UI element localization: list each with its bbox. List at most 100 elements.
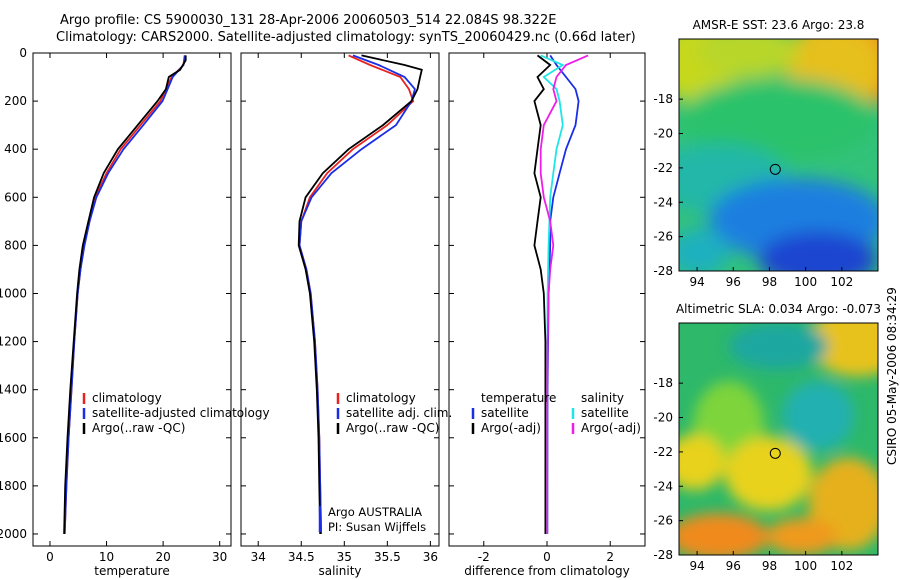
float-location-marker xyxy=(769,163,781,175)
x-tick-label: -2 xyxy=(478,550,490,564)
y-tick-label: -26 xyxy=(653,514,673,528)
x-axis-label: temperature xyxy=(94,564,169,578)
x-tick-label: 20 xyxy=(155,550,170,564)
map-blob xyxy=(679,434,725,491)
y-tick-label: -18 xyxy=(653,376,673,390)
legend-entry: satellite adj. clim. xyxy=(346,406,452,420)
plot-frame xyxy=(32,52,232,547)
map-blob xyxy=(728,323,829,370)
legend-entry: climatology xyxy=(92,391,162,405)
map-blob xyxy=(758,231,878,271)
legend-entry: climatology xyxy=(346,391,416,405)
map-blob xyxy=(698,39,799,79)
x-tick-label: 2 xyxy=(606,550,614,564)
x-tick-label: 100 xyxy=(794,559,817,573)
legend-entry: satellite xyxy=(481,406,529,420)
map-field xyxy=(679,39,878,271)
series-line xyxy=(533,54,552,534)
legend-entry: Argo(..raw -QC) xyxy=(346,421,439,435)
legend-entry: Argo(..raw -QC) xyxy=(92,421,185,435)
series-line xyxy=(297,54,423,535)
y-tick-label: 1600 xyxy=(0,431,27,445)
series-line xyxy=(63,55,186,535)
map-blob xyxy=(679,78,878,162)
x-tick-label: 100 xyxy=(794,275,817,289)
x-tick-label: 102 xyxy=(830,275,853,289)
figure-title-line2: Climatology: CARS2000. Satellite-adjuste… xyxy=(56,30,636,45)
x-tick-label: 96 xyxy=(726,275,741,289)
x-tick-label: 98 xyxy=(762,559,777,573)
map-blob xyxy=(679,229,729,271)
legend-entry: satellite xyxy=(581,406,629,420)
y-tick-label: -24 xyxy=(653,479,673,493)
series-line xyxy=(298,54,415,535)
y-tick-label: 1200 xyxy=(0,335,27,349)
map-blob xyxy=(808,323,878,377)
y-tick-label: 1000 xyxy=(0,286,27,300)
y-tick-label: -26 xyxy=(653,230,673,244)
y-tick-label: -24 xyxy=(653,195,673,209)
series-line xyxy=(298,54,416,535)
x-tick-label: 98 xyxy=(762,275,777,289)
y-tick-label: 2000 xyxy=(0,527,27,541)
profile-panel-1: 34 34.5 35 35.5 36 salinity xyxy=(240,52,440,578)
map-title: Altimetric SLA: 0.034 Argo: -0.073 xyxy=(676,302,881,316)
map-title: AMSR-E SST: 23.6 Argo: 23.8 xyxy=(693,18,865,32)
map-blobs xyxy=(679,323,878,555)
map-blob xyxy=(724,436,813,511)
series-line xyxy=(539,54,589,534)
map-blob xyxy=(782,381,855,451)
x-tick-label: 10 xyxy=(99,550,114,564)
map-frame xyxy=(678,38,879,272)
legend-difference: temperature salinitysatelliteArgo(-adj)sa… xyxy=(471,391,641,435)
map-panel-0: 94 96 98 100 102 -28 -26 -24 -22 -20 -18 AMSR-E SST… xyxy=(653,18,879,289)
series-line xyxy=(63,55,187,535)
series-line xyxy=(540,54,565,534)
y-tick-label: -20 xyxy=(653,127,673,141)
y-tick-label: 800 xyxy=(4,238,27,252)
x-tick-label: 35.5 xyxy=(374,550,401,564)
annotation-pi: PI: Susan Wijffels xyxy=(328,520,426,534)
figure-title-line1: Argo profile: CS 5900030_131 28-Apr-2006… xyxy=(60,13,557,28)
map-field xyxy=(679,323,878,555)
y-tick-label: 200 xyxy=(4,94,27,108)
map-panel-1: 94 96 98 100 102 -28 -26 -24 -22 -20 -18 Altimetric… xyxy=(653,302,881,573)
x-axis-label: difference from climatology xyxy=(464,564,630,578)
map-frame xyxy=(678,322,879,556)
y-tick-label: 600 xyxy=(4,190,27,204)
y-tick-label: 0 xyxy=(19,46,27,60)
x-tick-label: 94 xyxy=(689,275,704,289)
x-tick-label: 34.5 xyxy=(288,550,315,564)
y-tick-label: -18 xyxy=(653,92,673,106)
plot-frame xyxy=(240,52,440,547)
float-location-marker xyxy=(769,447,781,459)
map-blobs xyxy=(679,39,878,271)
legend-entry: satellite-adjusted climatology xyxy=(92,406,270,420)
map-blob xyxy=(679,513,769,555)
x-tick-label: 35 xyxy=(337,550,352,564)
y-tick-label: 400 xyxy=(4,142,27,156)
x-axis-label: salinity xyxy=(318,564,361,578)
x-tick-label: 94 xyxy=(689,559,704,573)
y-tick-label: 1800 xyxy=(0,479,27,493)
y-tick-label: -28 xyxy=(653,548,673,562)
annotation-argo: Argo AUSTRALIA xyxy=(328,505,422,519)
x-tick-label: 0 xyxy=(543,550,551,564)
x-tick-label: 102 xyxy=(830,559,853,573)
legend-entry: temperature xyxy=(481,391,556,405)
legend-entry: Argo(-adj) xyxy=(581,421,641,435)
y-tick-label: -20 xyxy=(653,411,673,425)
profile-panel-0: 0 10 20 30 0 200 400 600 800 1000 1200 1400 1600 1800… xyxy=(0,46,232,578)
x-tick-label: 0 xyxy=(46,550,54,564)
legend-entry: salinity xyxy=(581,391,624,405)
y-tick-label: 1400 xyxy=(0,383,27,397)
y-tick-label: -22 xyxy=(653,161,673,175)
x-tick-label: 96 xyxy=(726,559,741,573)
map-blob xyxy=(766,517,839,555)
x-tick-label: 30 xyxy=(212,550,227,564)
series-line xyxy=(63,55,187,535)
